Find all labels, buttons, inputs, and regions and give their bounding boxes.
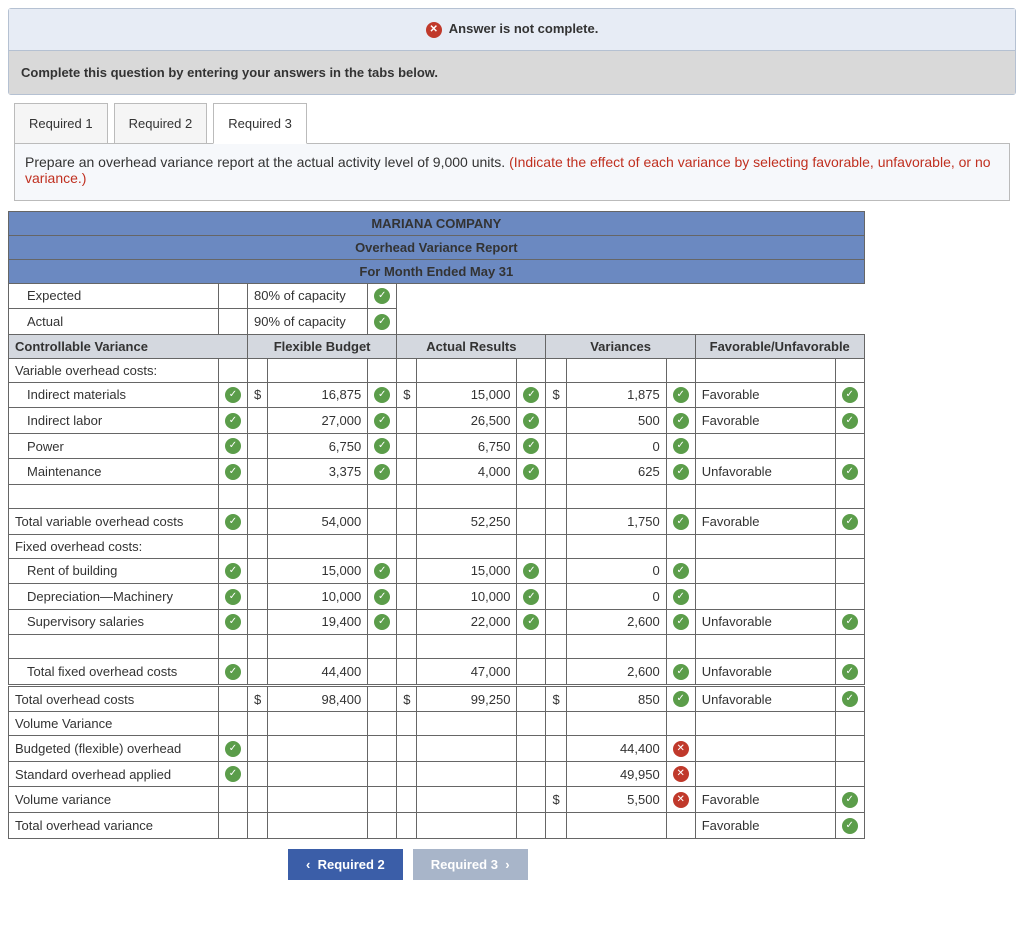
check-icon: ✓ — [225, 766, 241, 782]
check-icon: ✓ — [673, 563, 689, 579]
row-depreciation: Depreciation—Machinery ✓ 10,000✓ 10,000✓… — [9, 584, 865, 610]
row-total-overhead-variance: Total overhead variance Favorable✓ — [9, 813, 865, 839]
row-power: Power ✓ 6,750✓ 6,750✓ 0✓ — [9, 433, 865, 459]
instruction-bar: Complete this question by entering your … — [9, 51, 1015, 94]
check-icon: ✓ — [523, 464, 539, 480]
row-maintenance: Maintenance ✓ 3,375✓ 4,000✓ 625✓ Unfavor… — [9, 459, 865, 485]
check-icon: ✓ — [673, 413, 689, 429]
nav-buttons: ‹ Required 2 Required 3 › — [288, 849, 1016, 880]
check-icon: ✓ — [673, 664, 689, 680]
check-icon: ✓ — [225, 741, 241, 757]
row-foc-header: Fixed overhead costs: — [9, 534, 219, 558]
tabs: Required 1 Required 2 Required 3 — [14, 103, 1010, 144]
check-icon: ✓ — [523, 614, 539, 630]
check-icon: ✓ — [374, 314, 390, 330]
check-icon: ✓ — [225, 589, 241, 605]
check-icon: ✓ — [842, 614, 858, 630]
tab-panel: Prepare an overhead variance report at t… — [14, 143, 1010, 201]
title-report: Overhead Variance Report — [9, 235, 865, 259]
chevron-right-icon: › — [505, 857, 509, 872]
check-icon: ✓ — [225, 387, 241, 403]
check-icon: ✓ — [523, 589, 539, 605]
row-volume-variance-header: Volume Variance — [9, 712, 219, 736]
row-voc-header: Variable overhead costs: — [9, 358, 219, 382]
prompt-text: Prepare an overhead variance report at t… — [25, 154, 509, 170]
check-icon: ✓ — [225, 464, 241, 480]
col-controllable: Controllable Variance — [9, 334, 248, 358]
tab-required-2[interactable]: Required 2 — [114, 103, 208, 144]
title-period: For Month Ended May 31 — [9, 259, 865, 283]
check-icon: ✓ — [673, 589, 689, 605]
variance-table: MARIANA COMPANY Overhead Variance Report… — [8, 211, 865, 839]
check-icon: ✓ — [673, 464, 689, 480]
actual-value[interactable]: 90% of capacity — [248, 309, 368, 335]
row-supervisory: Supervisory salaries ✓ 19,400✓ 22,000✓ 2… — [9, 609, 865, 635]
check-icon: ✓ — [374, 589, 390, 605]
check-icon: ✓ — [374, 614, 390, 630]
row-total-variable: Total variable overhead costs ✓ 54,000 5… — [9, 508, 865, 534]
tabs-area: Required 1 Required 2 Required 3 Prepare… — [8, 95, 1016, 201]
check-icon: ✓ — [842, 792, 858, 808]
check-icon: ✓ — [842, 818, 858, 834]
check-icon: ✓ — [225, 438, 241, 454]
check-icon: ✓ — [374, 387, 390, 403]
cross-icon: ✕ — [673, 741, 689, 757]
check-icon: ✓ — [842, 387, 858, 403]
alert-text: Answer is not complete. — [449, 21, 599, 36]
check-icon: ✓ — [842, 464, 858, 480]
row-rent: Rent of building ✓ 15,000✓ 15,000✓ 0✓ — [9, 558, 865, 584]
check-icon: ✓ — [673, 691, 689, 707]
check-icon: ✓ — [842, 664, 858, 680]
title-company: MARIANA COMPANY — [9, 211, 865, 235]
cross-icon: ✕ — [673, 766, 689, 782]
row-standard-applied: Standard overhead applied ✓ 49,950✕ — [9, 761, 865, 787]
check-icon: ✓ — [673, 387, 689, 403]
col-favunfav: Favorable/Unfavorable — [695, 334, 864, 358]
expected-value[interactable]: 80% of capacity — [248, 283, 368, 309]
check-icon: ✓ — [842, 691, 858, 707]
check-icon: ✓ — [225, 563, 241, 579]
status-alert: ✕ Answer is not complete. — [9, 9, 1015, 51]
actual-label: Actual — [9, 309, 219, 335]
row-volume-variance: Volume variance $5,500✕ Favorable✓ — [9, 787, 865, 813]
row-indirect-labor: Indirect labor ✓ 27,000✓ 26,500✓ 500✓ Fa… — [9, 408, 865, 434]
alert-x-icon: ✕ — [426, 22, 442, 38]
row-total-overhead: Total overhead costs $98,400 $99,250 $85… — [9, 685, 865, 712]
check-icon: ✓ — [523, 563, 539, 579]
check-icon: ✓ — [374, 464, 390, 480]
prev-button[interactable]: ‹ Required 2 — [288, 849, 403, 880]
expected-label: Expected — [9, 283, 219, 309]
col-flexible: Flexible Budget — [248, 334, 397, 358]
check-icon: ✓ — [673, 438, 689, 454]
row-total-fixed: Total fixed overhead costs ✓ 44,400 47,0… — [9, 659, 865, 686]
tab-required-3[interactable]: Required 3 — [213, 103, 307, 144]
col-actual: Actual Results — [397, 334, 546, 358]
check-icon: ✓ — [523, 387, 539, 403]
check-icon: ✓ — [842, 413, 858, 429]
row-budgeted-overhead: Budgeted (flexible) overhead ✓ 44,400✕ — [9, 736, 865, 762]
next-button[interactable]: Required 3 › — [413, 849, 528, 880]
check-icon: ✓ — [523, 413, 539, 429]
check-icon: ✓ — [374, 413, 390, 429]
check-icon: ✓ — [374, 563, 390, 579]
cross-icon: ✕ — [673, 792, 689, 808]
question-container: ✕ Answer is not complete. Complete this … — [8, 8, 1016, 95]
check-icon: ✓ — [673, 614, 689, 630]
row-indirect-materials: Indirect materials ✓ $16,875✓ $15,000✓ $… — [9, 382, 865, 408]
check-icon: ✓ — [374, 438, 390, 454]
check-icon: ✓ — [374, 288, 390, 304]
check-icon: ✓ — [225, 514, 241, 530]
check-icon: ✓ — [225, 614, 241, 630]
check-icon: ✓ — [842, 514, 858, 530]
chevron-left-icon: ‹ — [306, 857, 310, 872]
check-icon: ✓ — [225, 413, 241, 429]
check-icon: ✓ — [523, 438, 539, 454]
check-icon: ✓ — [225, 664, 241, 680]
col-variances: Variances — [546, 334, 695, 358]
tab-required-1[interactable]: Required 1 — [14, 103, 108, 144]
check-icon: ✓ — [673, 514, 689, 530]
